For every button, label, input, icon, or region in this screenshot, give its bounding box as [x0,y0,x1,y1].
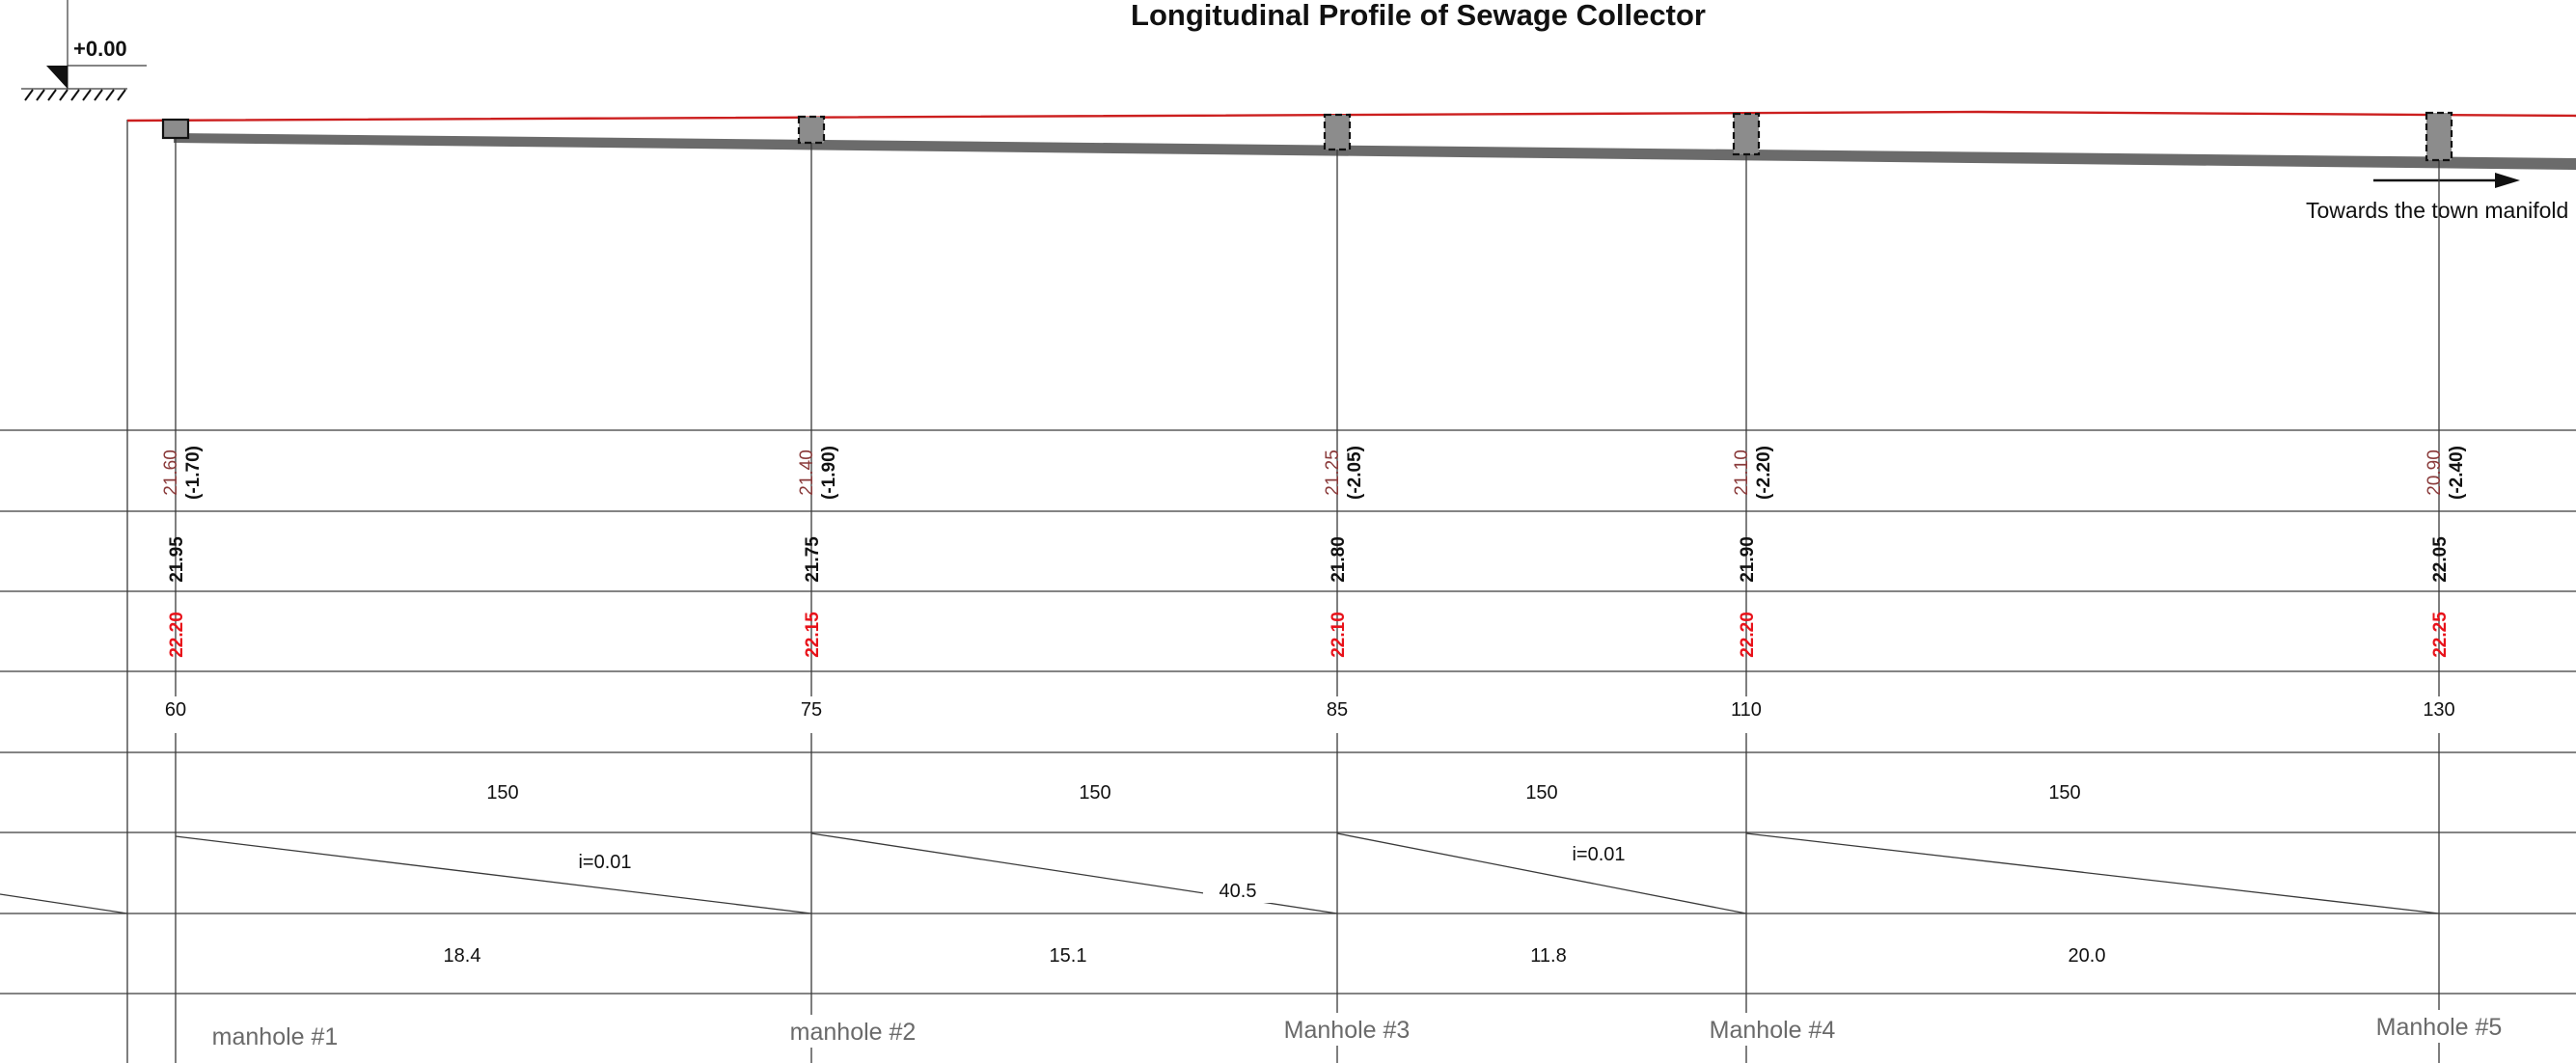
natural-ground-level-value: 21.90 [1738,536,1758,583]
left-slope-diagonal [0,893,128,914]
sewer-pipe [174,133,2576,170]
manhole-2: 21.40 (-1.90) 21.75 22.15 75 manhole #2 [771,115,935,1063]
pipe-segment-2: 150 40.5 15.1 [810,782,1338,967]
manhole-chamber [161,118,190,140]
manhole-label: manhole #2 [790,1019,917,1046]
station-label-mask [2422,696,2456,733]
pipe-diameter-value: 150 [2048,782,2080,804]
design-ground-level-value: 22.20 [1738,612,1758,658]
manhole-chamber [1323,113,1352,151]
manhole-chamber [2425,111,2453,162]
pipe-length-value: 15.1 [1050,945,1087,967]
design-ground-level-value: 22.25 [2430,612,2451,658]
datum-elevation-label: +0.00 [73,37,127,61]
manhole-label: Manhole #3 [1284,1017,1411,1044]
manhole-3: 21.25 (-2.05) 21.80 22.10 85 Manhole #3 [1265,113,1429,1063]
invert-level-value: 21.25 [1323,450,1343,496]
manhole-4: 21.10 (-2.20) 21.90 22.20 110 Manhole #4 [1690,112,1854,1063]
slope-label-mask [570,851,640,874]
invert-level-value: 20.90 [2425,450,2445,496]
slope-diagonal [1745,832,2440,914]
profile-table-grid [0,429,2576,995]
segment-layer: 150i=0.0118.415040.515.1150i=0.0111.8150… [175,782,2440,967]
natural-ground-level-value: 22.05 [2430,536,2451,583]
slope-diagonal [1336,832,1747,914]
pipe-segment-3: 150 i=0.01 11.8 [1336,782,1747,967]
pipe-diameter-value: 150 [1079,782,1110,804]
manhole-label: Manhole #4 [1710,1017,1836,1044]
natural-ground-level-value: 21.80 [1329,536,1349,583]
invert-depth-value: (-2.05) [1345,446,1365,500]
station-label-mask [1320,696,1355,733]
manhole-label: Manhole #5 [2376,1014,2503,1041]
manhole-label-mask [1265,1013,1429,1046]
invert-depth-value: (-1.70) [183,446,204,500]
flow-direction-note: Towards the town manifold [2306,198,2568,223]
slope-label-mask [1564,843,1633,866]
station-label-mask [1729,696,1764,733]
pipe-diameter-value: 150 [486,782,518,804]
pipe-length-value: 20.0 [2069,945,2106,967]
station-label-mask [158,696,193,733]
natural-ground-level-value: 21.95 [167,536,187,583]
station-value: 110 [1731,699,1762,721]
station-value: 60 [165,699,186,721]
manhole-label-mask [1690,1013,1854,1046]
design-ground-level-value: 22.15 [803,612,823,658]
ground-line [126,110,2576,123]
flow-direction-arrow [2373,173,2520,188]
station-value: 75 [801,699,822,721]
slope-label: i=0.01 [578,852,631,873]
pipe-segment-4: 150 20.0 [1745,782,2440,967]
slope-diagonal [175,835,812,914]
design-ground-level-value: 22.10 [1329,612,1349,658]
slope-label: 40.5 [1219,881,1257,902]
manhole-label-mask [193,1020,357,1052]
invert-depth-value: (-2.40) [2447,446,2467,500]
manhole-1: 21.60 (-1.70) 21.95 22.20 60 manhole #1 [158,118,357,1063]
slope-label-mask [1203,880,1273,903]
drawing-title: Longitudinal Profile of Sewage Collector [1131,0,1706,32]
manhole-chamber [797,115,826,145]
manhole-label-mask [771,1015,935,1048]
pipe-length-value: 11.8 [1530,945,1566,967]
invert-level-value: 21.60 [161,450,181,496]
slope-label: i=0.01 [1572,844,1625,865]
natural-ground-level-value: 21.75 [803,536,823,583]
manhole-label-mask [2357,1010,2521,1043]
manhole-chamber [1732,112,1761,156]
pipe-segment-1: 150 i=0.01 18.4 [175,782,812,967]
invert-level-value: 21.10 [1732,450,1752,496]
pipe-diameter-value: 150 [1525,782,1557,804]
invert-depth-value: (-1.90) [819,446,839,500]
datum-benchmark-symbol [21,0,147,101]
station-value: 85 [1327,699,1348,721]
station-value: 130 [2423,699,2454,721]
manhole-label: manhole #1 [212,1023,339,1050]
station-label-mask [794,696,829,733]
pipe-length-value: 18.4 [444,945,481,967]
design-ground-level-value: 22.20 [167,612,187,658]
manhole-5: 20.90 (-2.40) 22.05 22.25 130 Manhole #5 [2357,111,2521,1063]
invert-depth-value: (-2.20) [1754,446,1774,500]
invert-level-value: 21.40 [797,450,817,496]
